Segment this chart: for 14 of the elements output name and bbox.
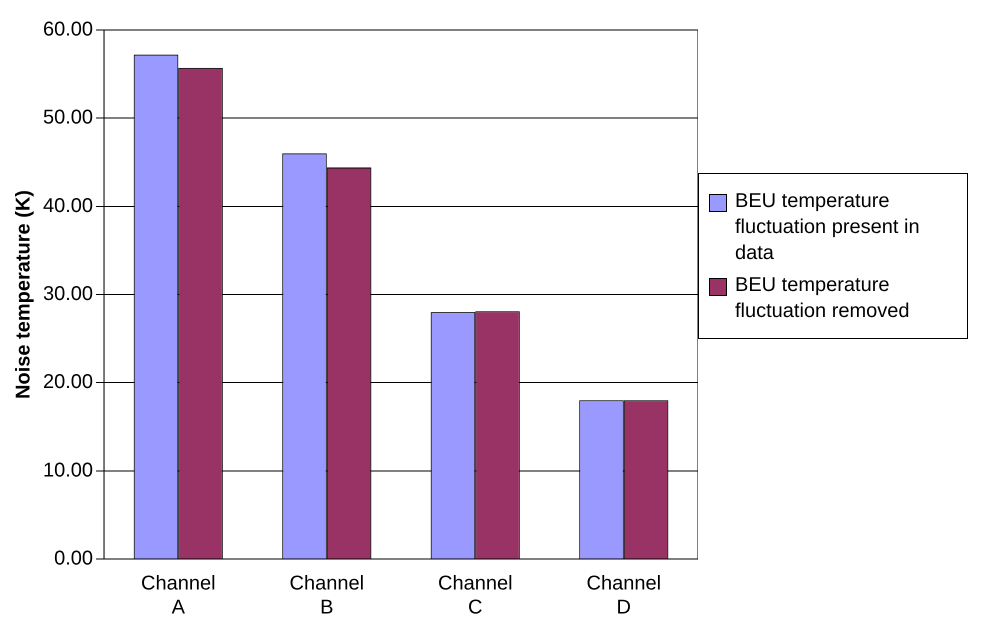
x-tick-label: Channel C: [438, 572, 513, 619]
y-tick-label: 40.00: [42, 194, 94, 217]
y-tick-label: 0.00: [54, 548, 94, 570]
y-tick-label: 60.00: [42, 18, 94, 41]
x-tick-label: Channel B: [290, 572, 364, 619]
x-tick-label: Channel D: [586, 572, 662, 619]
legend-label: BEU temperature fluctuation present in data: [735, 189, 921, 266]
y-tick-label: 20.00: [42, 371, 94, 394]
legend-label: BEU temperature fluctuation removed: [735, 273, 911, 324]
y-tick-label: 30.00: [42, 283, 94, 306]
y-tick-label: 50.00: [42, 106, 94, 129]
y-tick-label: 10.00: [42, 459, 94, 482]
x-tick-label: Channel A: [141, 572, 216, 619]
y-axis-title: Noise temperature (K): [12, 190, 35, 399]
